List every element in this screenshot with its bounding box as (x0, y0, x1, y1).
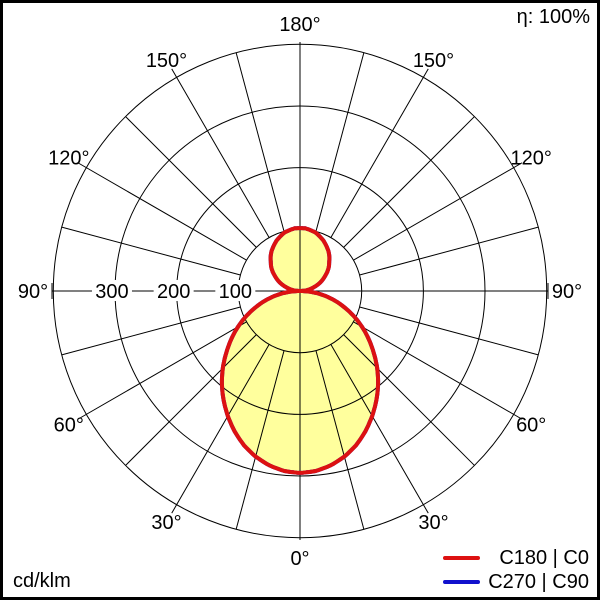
grid-spoke (343, 334, 475, 466)
legend-item: C270 | C90 (443, 570, 589, 594)
angle-label: 30° (151, 512, 181, 534)
ring-label: 200 (157, 281, 190, 303)
legend-line-icon (443, 580, 480, 584)
grid-spoke (235, 52, 285, 232)
angle-label: 150° (413, 50, 454, 72)
ring-label-gap (153, 280, 194, 301)
grid-spoke (315, 350, 365, 530)
legend-line-icon (443, 556, 480, 560)
angle-label: 180° (279, 14, 320, 36)
legend-item: C180 | C0 (443, 546, 589, 570)
grid-spoke (359, 306, 539, 356)
ring-label: 100 (219, 281, 252, 303)
ring-label-gap (215, 280, 256, 301)
grid-spoke (125, 334, 257, 466)
grid-spoke (77, 162, 247, 261)
angle-label: 60° (54, 415, 84, 437)
c180-c0-curve (219, 226, 381, 475)
units-label: cd/klm (13, 570, 71, 592)
ring-label: 300 (95, 281, 128, 303)
angle-label: 0° (290, 548, 309, 570)
legend: C180 | C0 C270 | C90 (443, 546, 589, 594)
grid-spoke (77, 321, 247, 420)
grid-spoke (343, 116, 475, 248)
grid-spoke (353, 321, 523, 420)
grid-spoke (330, 68, 429, 238)
angle-label: 30° (418, 512, 448, 534)
grid-spoke (353, 162, 523, 261)
angle-label: 150° (146, 50, 187, 72)
grid-spoke (171, 68, 270, 238)
grid-spoke (235, 350, 285, 530)
angle-label: 120° (48, 148, 89, 170)
grid-spoke (171, 344, 270, 514)
grid-spoke (330, 344, 429, 514)
grid-spoke (61, 306, 241, 356)
grid-spoke (315, 52, 365, 232)
grid-spoke (125, 116, 257, 248)
grid-spoke (61, 226, 241, 276)
angle-label: 60° (516, 415, 546, 437)
legend-label: C270 | C90 (488, 571, 589, 593)
efficiency-label: η: 100% (516, 6, 590, 28)
angle-label: 120° (511, 148, 552, 170)
angle-label: 90° (18, 281, 48, 303)
angle-label: 90° (552, 281, 582, 303)
ring-label-gap (91, 280, 132, 301)
legend-label: C180 | C0 (499, 547, 589, 569)
grid-spoke (359, 226, 539, 276)
